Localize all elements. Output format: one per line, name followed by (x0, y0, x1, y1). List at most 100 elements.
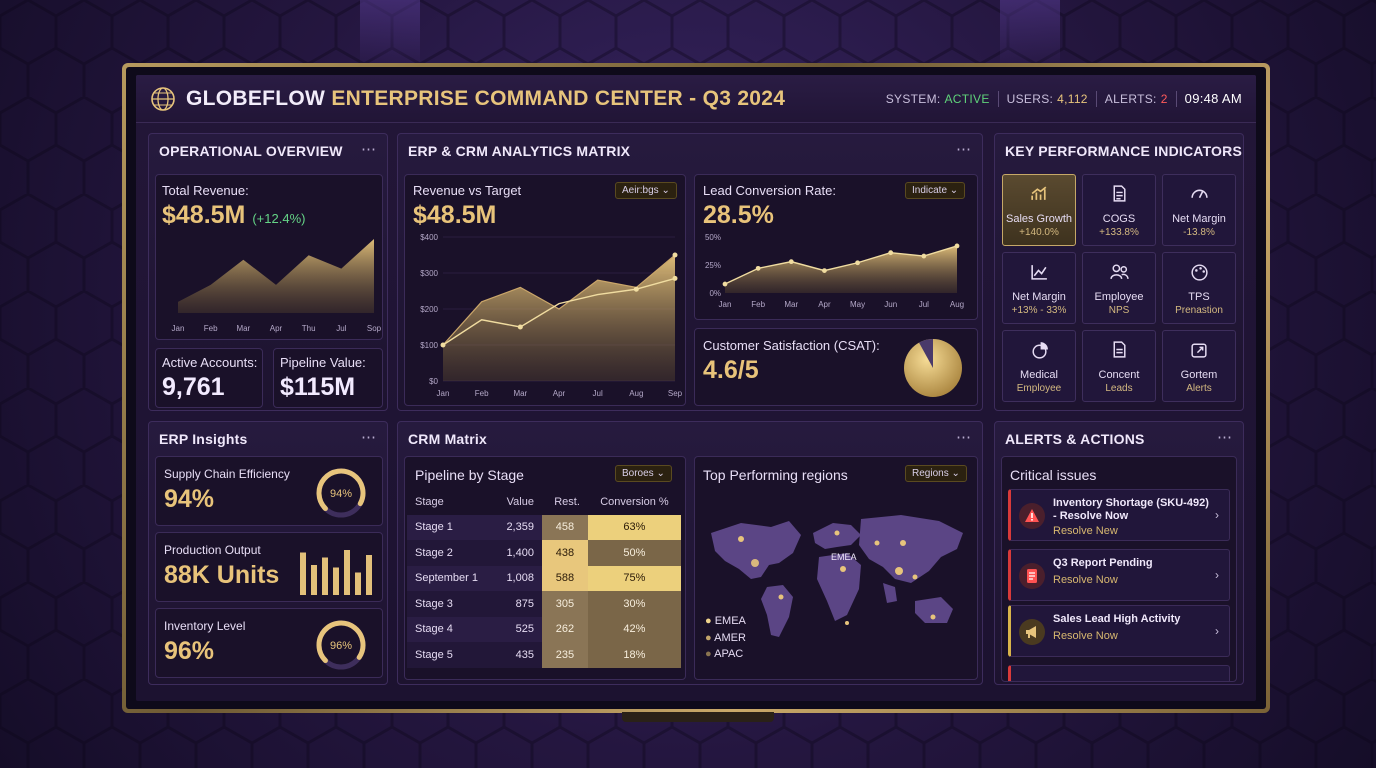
alert-item[interactable]: Q3 Report Pending Resolve Now › (1008, 549, 1230, 601)
rest-cell: 235 (541, 642, 588, 668)
document-icon (1113, 185, 1126, 202)
table-row[interactable]: Stage 5 435 235 18% (407, 642, 681, 668)
alert-item-partial[interactable] (1008, 665, 1230, 681)
divider (1095, 90, 1097, 107)
production-output-card: Production Output 88K Units (155, 532, 383, 602)
critical-issues-label: Critical issues (1010, 467, 1097, 483)
value-cell: 525 (515, 623, 534, 636)
alert-title: Inventory Shortage (SKU-492) - Resolve N… (1053, 497, 1209, 522)
more-options-icon[interactable]: ⋯ (361, 141, 377, 158)
column-header[interactable]: Rest. (554, 495, 580, 508)
y-tick-label: $200 (420, 305, 438, 314)
table-row[interactable]: Stage 2 1,400 438 50% (407, 540, 681, 566)
alerts-panel: ALERTS & ACTIONS ⋯ Critical issues Inven… (994, 421, 1244, 685)
more-options-icon[interactable]: ⋯ (1217, 141, 1233, 158)
alert-item[interactable]: Inventory Shortage (SKU-492) - Resolve N… (1008, 489, 1230, 541)
revenue-filter-dropdown[interactable]: Aeir:bgs (615, 182, 677, 199)
kpi-tile[interactable]: Net Margin +13% - 33% (1002, 252, 1076, 324)
table-header-row: Stage Value Rest. Conversion % (407, 489, 681, 515)
more-options-icon[interactable]: ⋯ (956, 141, 972, 158)
chevron-right-icon[interactable]: › (1215, 508, 1219, 522)
table-row[interactable]: September 1 1,008 588 75% (407, 565, 681, 591)
clock: 09:48 AM (1184, 91, 1242, 106)
pipeline-value-label: Pipeline Value: (280, 355, 366, 370)
x-tick-label: Apr (270, 324, 283, 333)
actual-area (443, 255, 675, 381)
kpi-tile[interactable]: Concent Leads (1082, 330, 1156, 402)
ceiling-light (1000, 0, 1060, 70)
target-point (517, 324, 523, 330)
export-icon (1191, 343, 1207, 358)
ring-progress (316, 620, 366, 664)
table-row[interactable]: Stage 1 2,359 458 63% (407, 514, 681, 540)
pipeline-filter-dropdown[interactable]: Boroes (615, 465, 672, 482)
kpi-name: Medical (1020, 369, 1058, 381)
table-row[interactable]: Stage 3 875 305 30% (407, 591, 681, 617)
inventory-level-value: 96% (164, 637, 215, 665)
chevron-right-icon[interactable]: › (1215, 568, 1219, 582)
header-bar: GLOBEFLOW ENTERPRISE COMMAND CENTER - Q3… (136, 75, 1256, 123)
rest-cell: 588 (541, 565, 588, 591)
chevron-right-icon[interactable]: › (1215, 624, 1219, 638)
x-tick-label: Mar (513, 389, 527, 398)
pie-icon (1032, 342, 1048, 359)
kpi-tile[interactable]: Sales Growth +140.0% (1002, 174, 1076, 246)
kpi-tile[interactable]: COGS +133.8% (1082, 174, 1156, 246)
active-accounts-label: Active Accounts: (162, 355, 258, 370)
kpi-tile[interactable]: Net Margin -13.8% (1162, 174, 1236, 246)
alerts-label: ALERTS: (1104, 91, 1157, 106)
csat-remaining-slice (919, 339, 933, 368)
kpi-tile[interactable]: TPS Prenastion (1162, 252, 1236, 324)
table-row[interactable]: Stage 4 525 262 42% (407, 616, 681, 642)
inventory-ring: 96% (316, 620, 366, 670)
value-cell: 875 (515, 597, 534, 610)
alert-action-link[interactable]: Resolve New (1053, 525, 1118, 537)
lead-point (855, 260, 860, 266)
revenue-vs-target-label: Revenue vs Target (413, 183, 522, 198)
kpi-tile[interactable]: Gortem Alerts (1162, 330, 1236, 402)
active-accounts-card: Active Accounts: 9,761 (155, 348, 263, 408)
x-tick-label: Sep (668, 389, 683, 398)
stage-cell: Stage 1 (415, 521, 453, 534)
alerts-count[interactable]: 2 (1160, 91, 1168, 106)
top-regions-label: Top Performing regions (703, 467, 848, 483)
crm-matrix-panel: CRM Matrix ⋯ Pipeline by Stage Boroes St… (397, 421, 983, 685)
lead-conversion-chart: 50% 25% 0% Jan Feb Mar Apr May Jun Jul Aug (705, 233, 964, 309)
kpi-tile[interactable]: Employee NPS (1082, 252, 1156, 324)
page-title: GLOBEFLOW ENTERPRISE COMMAND CENTER - Q3… (186, 87, 785, 111)
lead-point (822, 268, 827, 273)
world-map[interactable]: EMEA (701, 505, 973, 655)
column-header[interactable]: Stage (415, 495, 444, 508)
lead-filter-dropdown[interactable]: Indicate (905, 182, 966, 199)
more-options-icon[interactable]: ⋯ (361, 429, 377, 446)
lead-conversion-label: Lead Conversion Rate: (703, 183, 836, 198)
alert-action-link[interactable]: Resolve Now (1053, 630, 1118, 642)
y-tick-label: $400 (420, 233, 438, 242)
file-icon (1113, 341, 1126, 358)
target-point (633, 286, 639, 292)
revenue-vs-target-chart: $400 $300 $200 $100 $0 Jan Feb Mar Apr Jul Aug Sep (420, 233, 683, 398)
alert-title: Q3 Report Pending (1053, 557, 1153, 569)
regions-filter-dropdown[interactable]: Regions (905, 465, 967, 482)
kpi-value: Leads (1105, 383, 1133, 394)
column-header[interactable]: Conversion % (600, 495, 669, 508)
kpi-value: +13% - 33% (1011, 305, 1067, 316)
more-options-icon[interactable]: ⋯ (1217, 429, 1233, 446)
panel-title: CRM Matrix (408, 431, 488, 447)
column-header[interactable]: Value (506, 495, 534, 508)
x-tick-label: Feb (204, 324, 218, 333)
alert-action-link[interactable]: Resolve Now (1053, 574, 1118, 586)
conversion-cell: 42% (587, 616, 681, 642)
users-label: USERS: (1006, 91, 1054, 106)
value-cell: 1,400 (506, 546, 534, 559)
production-bar (355, 572, 361, 595)
more-options-icon[interactable]: ⋯ (956, 429, 972, 446)
target-point (672, 275, 678, 281)
alert-item[interactable]: Sales Lead High Activity Resolve Now › (1008, 605, 1230, 657)
dashboard: GLOBEFLOW ENTERPRISE COMMAND CENTER - Q3… (136, 75, 1256, 701)
operational-overview-panel: OPERATIONAL OVERVIEW ⋯ Total Revenue: $4… (148, 133, 388, 411)
x-tick-label: Apr (818, 300, 831, 309)
kpi-name: Concent (1098, 369, 1140, 381)
kpi-tile[interactable]: Medical Employee (1002, 330, 1076, 402)
production-bar (322, 557, 328, 595)
